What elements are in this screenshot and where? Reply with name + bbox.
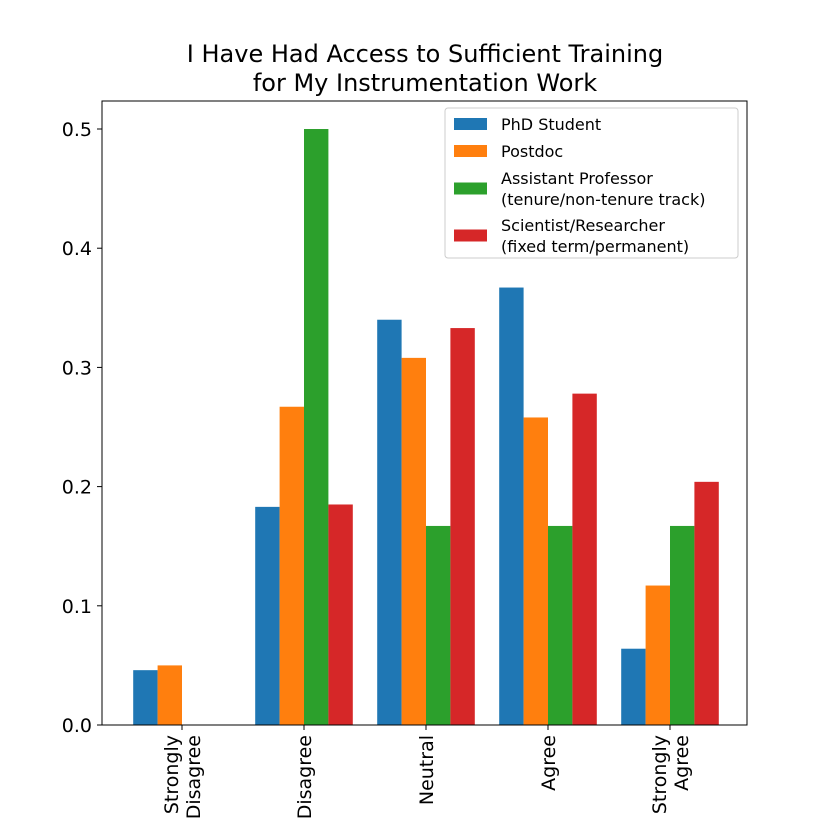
x-tick-label-group: Neutral (416, 735, 438, 805)
legend-swatch (454, 229, 487, 242)
y-tick-label: 0.4 (62, 238, 92, 260)
bar (645, 585, 670, 725)
x-tick-label: Disagree (294, 735, 316, 819)
legend-swatch (454, 118, 487, 130)
y-tick-label: 0.0 (62, 715, 92, 737)
bar (328, 504, 353, 725)
x-tick-label: Neutral (416, 735, 438, 805)
bar (694, 481, 719, 725)
x-tick-label-group: StronglyDisagree (161, 735, 205, 819)
x-tick-label: StronglyAgree (649, 735, 693, 814)
legend-label: Scientist/Researcher (fixed term/permanen… (501, 216, 689, 256)
y-tick-label: 0.5 (62, 119, 92, 141)
y-tick-label: 0.1 (62, 596, 92, 618)
chart-title: I Have Had Access to Sufficient Training… (187, 40, 663, 97)
bar (523, 417, 548, 725)
legend-label: PhD Student (501, 115, 601, 134)
x-tick-label-group: Agree (538, 735, 560, 791)
legend-frame (444, 107, 739, 259)
bar (401, 357, 426, 725)
bar (255, 506, 280, 725)
y-tick-label: 0.3 (62, 357, 92, 379)
bar (621, 648, 646, 725)
bar (548, 525, 573, 725)
bar (572, 393, 597, 725)
bar (450, 328, 475, 725)
bar (670, 525, 695, 725)
bar (157, 665, 182, 725)
x-tick-label-group: StronglyAgree (649, 735, 693, 814)
legend: PhD Student Postdoc Assistant Professor (te… (444, 107, 739, 259)
bar (304, 129, 329, 725)
legend-label: Postdoc (501, 142, 563, 161)
x-tick-label-group: Disagree (294, 735, 316, 819)
bar (133, 670, 158, 725)
y-tick-label: 0.2 (62, 477, 92, 499)
bar (377, 319, 402, 725)
axes-frame (101, 100, 748, 726)
legend-swatch (454, 145, 487, 157)
bar (499, 287, 524, 725)
bar (426, 525, 451, 725)
x-tick-label: Agree (538, 735, 560, 791)
legend-label: Assistant Professor (tenure/non-tenure tr… (501, 169, 705, 209)
bar (279, 406, 304, 725)
legend-swatch (454, 182, 487, 195)
x-tick-label: StronglyDisagree (161, 735, 205, 819)
